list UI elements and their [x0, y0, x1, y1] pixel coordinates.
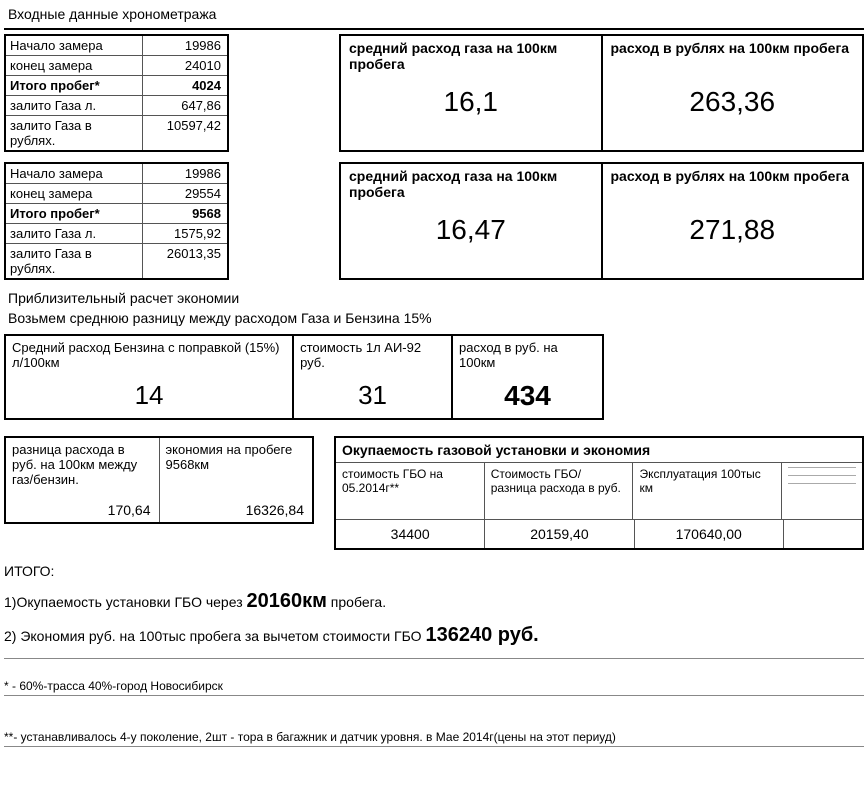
pay-h1: стоимость ГБО на 05.2014г** — [336, 463, 485, 519]
table-value: 647,86 — [142, 96, 227, 115]
table-label: Начало замера — [6, 164, 142, 183]
table-value: 24010 — [142, 56, 227, 75]
cost-rub-label-2: расход в рублях на 100км пробега — [611, 168, 855, 206]
summary-l1c: пробега. — [327, 594, 386, 610]
diff-v2: 16326,84 — [160, 498, 313, 522]
table-value: 9568 — [142, 204, 227, 223]
diff-v1: 170,64 — [6, 498, 159, 522]
pay-empty — [782, 463, 862, 519]
pay-v3: 170640,00 — [635, 520, 784, 548]
table-value: 10597,42 — [142, 116, 227, 150]
table-value: 29554 — [142, 184, 227, 203]
summary-head: ИТОГО: — [4, 560, 864, 584]
table-label: конец замера — [6, 184, 142, 203]
petrol-v2: 31 — [294, 374, 451, 417]
payback-title: Окупаемость газовой установки и экономия — [336, 438, 862, 463]
pay-v2: 20159,40 — [485, 520, 634, 548]
table-label: залито Газа в рублях. — [6, 116, 142, 150]
diff-h1: разница расхода в руб. на 100км между га… — [6, 438, 159, 498]
estimate-subtitle: Возьмем среднюю разницу между расходом Г… — [4, 308, 864, 328]
table-label: залито Газа л. — [6, 224, 142, 243]
table-label: Итого пробег* — [6, 76, 142, 95]
table-label: залито Газа в рублях. — [6, 244, 142, 278]
petrol-h2: стоимость 1л АИ-92 руб. — [294, 336, 451, 374]
input-block-2: Начало замера19986конец замера29554Итого… — [4, 162, 229, 280]
table-label: залито Газа л. — [6, 96, 142, 115]
estimate-title: Приблизительный расчет экономии — [4, 288, 864, 308]
avg-gas-label-2: средний расход газа на 100км пробега — [349, 168, 593, 206]
cost-rub-label: расход в рублях на 100км пробега — [611, 40, 855, 78]
diff-h2: экономия на пробеге 9568км — [160, 438, 313, 498]
summary-l2a: 2) Экономия руб. на 100тыс пробега за вы… — [4, 628, 425, 644]
summary-l1a: 1)Окупаемость установки ГБО через — [4, 594, 247, 610]
petrol-calc-table: Средний расход Бензина с поправкой (15%)… — [4, 334, 604, 420]
summary-block: ИТОГО: 1)Окупаемость установки ГБО через… — [4, 560, 864, 652]
result-block-1: средний расход газа на 100км пробега 16,… — [339, 34, 864, 152]
page-title: Входные данные хронометража — [4, 4, 864, 24]
table-value: 4024 — [142, 76, 227, 95]
cost-rub-value-2: 271,88 — [611, 206, 855, 250]
pay-h3: Эксплуатация 100тыс км — [633, 463, 782, 519]
table-value: 26013,35 — [142, 244, 227, 278]
summary-l1b: 20160км — [247, 590, 327, 612]
avg-gas-value: 16,1 — [349, 78, 593, 122]
petrol-h3: расход в руб. на 100км — [453, 336, 602, 374]
summary-line-2: 2) Экономия руб. на 100тыс пробега за вы… — [4, 618, 864, 652]
avg-gas-value-2: 16,47 — [349, 206, 593, 250]
pay-h2: Стоимость ГБО/разница расхода в руб. — [485, 463, 634, 519]
petrol-h1: Средний расход Бензина с поправкой (15%)… — [6, 336, 292, 374]
table-label: Итого пробег* — [6, 204, 142, 223]
summary-l2b: 136240 руб. — [425, 624, 538, 646]
pay-vempty — [784, 520, 862, 548]
footnote-1: * - 60%-трасса 40%-город Новосибирск — [4, 677, 864, 696]
summary-line-1: 1)Окупаемость установки ГБО через 20160к… — [4, 584, 864, 618]
petrol-v3: 434 — [453, 374, 602, 418]
diff-economy-table: разница расхода в руб. на 100км между га… — [4, 436, 314, 524]
petrol-v1: 14 — [6, 374, 292, 417]
table-value: 19986 — [142, 164, 227, 183]
table-value: 19986 — [142, 36, 227, 55]
table-label: Начало замера — [6, 36, 142, 55]
table-label: конец замера — [6, 56, 142, 75]
cost-rub-value: 263,36 — [611, 78, 855, 122]
payback-table: Окупаемость газовой установки и экономия… — [334, 436, 864, 550]
table-value: 1575,92 — [142, 224, 227, 243]
input-block-1: Начало замера19986конец замера24010Итого… — [4, 34, 229, 152]
footnote-2: **- устанавливалось 4-у поколение, 2шт -… — [4, 728, 864, 747]
result-block-2: средний расход газа на 100км пробега 16,… — [339, 162, 864, 280]
avg-gas-label: средний расход газа на 100км пробега — [349, 40, 593, 78]
pay-v1: 34400 — [336, 520, 485, 548]
